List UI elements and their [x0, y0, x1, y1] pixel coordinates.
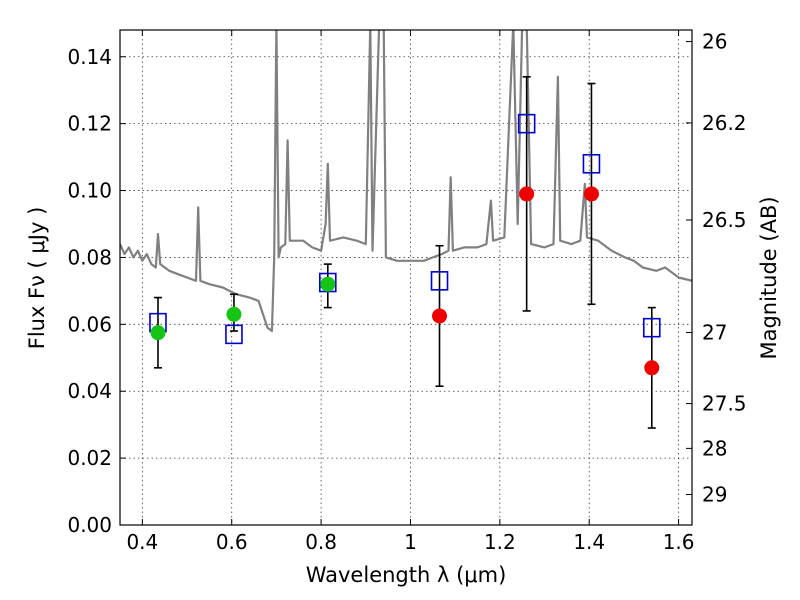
observed-point [150, 325, 166, 341]
right-tick-label: 26.2 [702, 111, 747, 135]
y-tick-label: 0.12 [67, 112, 112, 136]
observed-point [320, 276, 336, 292]
x-axis-title: Wavelength λ (μm) [306, 563, 507, 587]
x-tick-label: 1.2 [484, 530, 516, 554]
model-point [582, 153, 601, 174]
observed-point [644, 360, 660, 376]
observed-point [432, 308, 448, 324]
model-point [225, 324, 243, 345]
spectrum-layer [120, 30, 692, 333]
spectrum-line [120, 30, 692, 333]
marks-layer [149, 76, 661, 429]
plot-frame [119, 29, 693, 526]
y-tick-label: 0.06 [67, 312, 112, 336]
observed-point [519, 186, 535, 202]
model-point [517, 113, 536, 134]
right-axis-title: Magnitude (AB) [757, 196, 781, 359]
observed-point [226, 306, 242, 322]
right-tick-label: 28 [702, 436, 727, 460]
x-tick-label: 0.4 [126, 530, 158, 554]
y-tick-label: 0.00 [67, 513, 112, 537]
right-tick-label: 29 [702, 482, 727, 506]
x-tick-label: 1.4 [573, 530, 605, 554]
x-tick-label: 0.6 [216, 530, 248, 554]
right-tick-label: 27 [702, 321, 727, 345]
right-tick-label: 27.5 [702, 392, 747, 416]
right-tick-label: 26.5 [702, 208, 747, 232]
observed-point [583, 186, 599, 202]
y-axis-title: Flux Fν ( μJy ) [25, 207, 49, 350]
grid-layer [120, 30, 692, 526]
x-tick-label: 1 [404, 530, 417, 554]
model-point [642, 317, 661, 338]
x-tick-label: 1.6 [663, 530, 695, 554]
x-tick-label: 0.8 [305, 530, 337, 554]
right-tick-label: 26 [702, 30, 727, 54]
y-tick-label: 0.04 [67, 379, 112, 403]
y-tick-label: 0.10 [67, 179, 112, 203]
y-tick-label: 0.08 [67, 245, 112, 269]
model-point [430, 271, 449, 291]
axes-layer: 0.4 0.6 0.8 1 1.2 1.4 1.6 0.00 0.02 0.04 0.06 0.08 0… [67, 29, 747, 554]
y-tick-label: 0.02 [67, 446, 112, 470]
y-tick-label: 0.14 [67, 45, 112, 69]
